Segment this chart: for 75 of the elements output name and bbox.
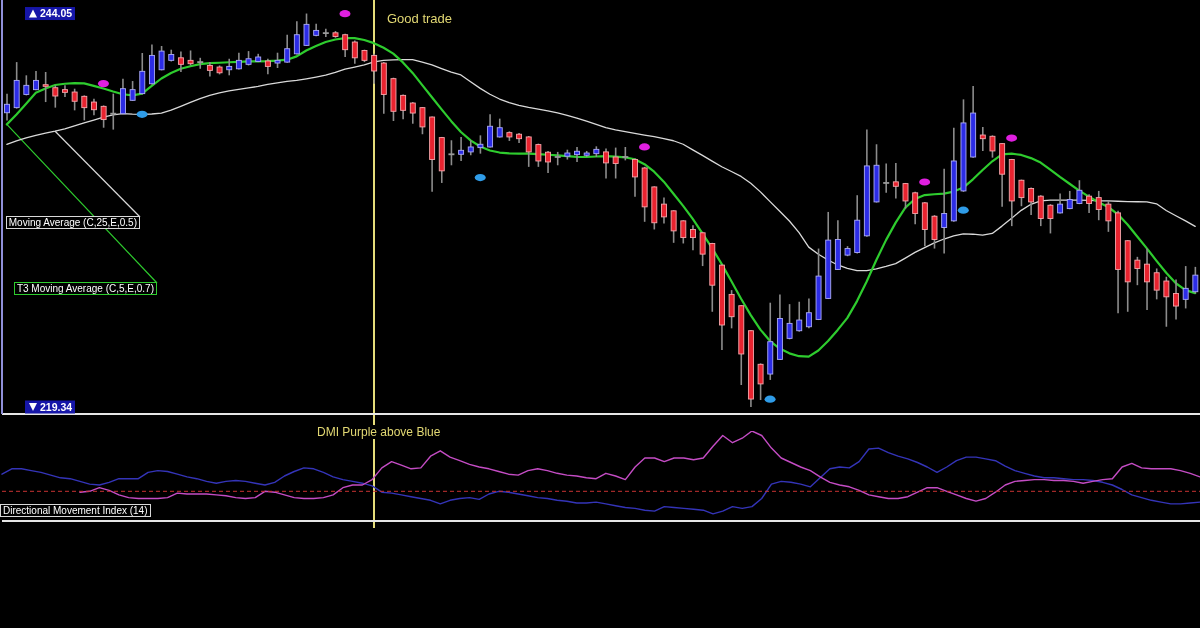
text: Moving Average (C,25,E,0.5) xyxy=(5,216,140,229)
candlestick xyxy=(371,53,378,85)
candlestick xyxy=(1134,256,1141,286)
candlestick xyxy=(303,12,310,47)
candlestick xyxy=(699,231,706,267)
candlestick xyxy=(979,126,986,152)
text: T3 Moving Average (C,5,E,0.7) xyxy=(13,282,157,295)
candlestick xyxy=(487,113,494,149)
candlestick xyxy=(284,33,291,64)
candlestick xyxy=(902,182,909,210)
candlestick xyxy=(1105,200,1112,233)
candlestick xyxy=(796,300,803,333)
candlestick xyxy=(757,362,764,401)
candlestick xyxy=(1057,192,1064,215)
candlestick xyxy=(1173,278,1179,321)
candlestick xyxy=(545,150,551,174)
candlestick xyxy=(931,214,938,250)
candlestick xyxy=(553,151,562,167)
candlestick xyxy=(477,134,484,155)
candlestick xyxy=(1192,266,1199,295)
annotation: Good trade xyxy=(385,11,455,26)
candlestick xyxy=(1037,194,1044,227)
candlestick xyxy=(805,297,812,330)
candlestick xyxy=(989,134,996,159)
candlestick xyxy=(139,52,146,96)
candlestick xyxy=(603,147,609,180)
candlestick xyxy=(4,92,10,122)
candlestick xyxy=(941,167,948,255)
candlestick xyxy=(1163,275,1170,328)
candlestick xyxy=(574,146,580,163)
candlestick xyxy=(177,50,184,73)
candlestick xyxy=(447,139,456,167)
candlestick xyxy=(496,117,503,139)
candlestick xyxy=(525,135,532,168)
candlestick xyxy=(419,106,426,136)
candlestick xyxy=(680,219,687,245)
candlestick xyxy=(42,71,49,103)
candlestick xyxy=(670,209,677,244)
candlestick xyxy=(81,94,88,122)
candlestick xyxy=(52,84,59,109)
candlestick xyxy=(1182,265,1189,310)
candlestick xyxy=(632,157,638,198)
candlestick xyxy=(293,20,300,56)
candlestick xyxy=(71,87,78,112)
candlestick xyxy=(196,57,205,70)
candlestick xyxy=(1047,203,1054,235)
candlestick xyxy=(158,45,165,72)
point xyxy=(474,173,486,182)
annotation: DMI Purple above Blue xyxy=(315,425,443,439)
candlestick xyxy=(882,162,891,194)
text: Directional Movement Index (14) xyxy=(0,504,151,517)
y-tick-label: 219.34 xyxy=(40,400,73,413)
candlestick xyxy=(1095,190,1102,222)
candlestick xyxy=(728,289,735,330)
candlestick xyxy=(690,224,696,251)
candlestick xyxy=(1028,186,1035,216)
candlestick xyxy=(109,92,118,131)
candlestick xyxy=(1018,178,1025,207)
candlestick xyxy=(612,146,619,180)
candlestick xyxy=(1144,247,1150,311)
candlestick xyxy=(1086,193,1093,214)
candlestick xyxy=(458,136,465,162)
candlestick xyxy=(321,28,330,38)
candlestick xyxy=(912,191,919,225)
candlestick xyxy=(892,162,899,200)
candlestick xyxy=(1153,267,1160,301)
candlestick xyxy=(661,196,667,225)
candlestick xyxy=(226,57,233,77)
candlestick xyxy=(400,93,407,121)
candlestick xyxy=(129,80,136,102)
y-tick-label: 244.05 xyxy=(40,7,73,20)
candlestick xyxy=(786,303,793,341)
candlestick xyxy=(409,101,416,125)
candlestick xyxy=(351,39,358,65)
candlestick xyxy=(100,104,107,129)
